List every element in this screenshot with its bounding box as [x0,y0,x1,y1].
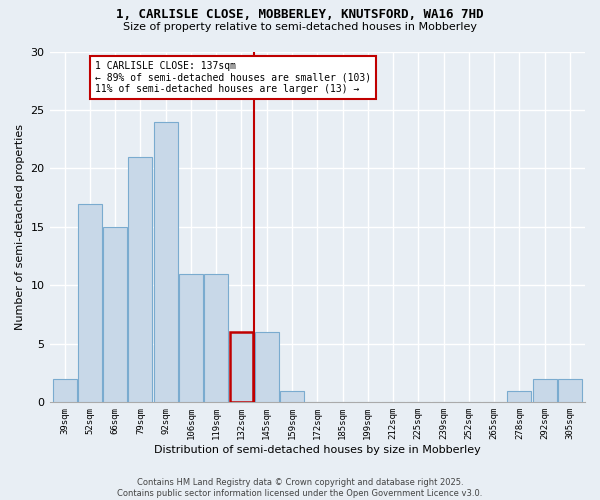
Text: 1, CARLISLE CLOSE, MOBBERLEY, KNUTSFORD, WA16 7HD: 1, CARLISLE CLOSE, MOBBERLEY, KNUTSFORD,… [116,8,484,20]
Bar [128,157,152,402]
Text: 1 CARLISLE CLOSE: 137sqm
← 89% of semi-detached houses are smaller (103)
11% of : 1 CARLISLE CLOSE: 137sqm ← 89% of semi-d… [95,61,371,94]
Bar [230,332,253,402]
Text: Contains HM Land Registry data © Crown copyright and database right 2025.
Contai: Contains HM Land Registry data © Crown c… [118,478,482,498]
Bar [78,204,102,402]
Bar [280,390,304,402]
Y-axis label: Number of semi-detached properties: Number of semi-detached properties [15,124,25,330]
X-axis label: Distribution of semi-detached houses by size in Mobberley: Distribution of semi-detached houses by … [154,445,481,455]
Bar [53,379,77,402]
Text: Size of property relative to semi-detached houses in Mobberley: Size of property relative to semi-detach… [123,22,477,32]
Bar [533,379,557,402]
Bar [558,379,582,402]
Bar [204,274,228,402]
Bar [154,122,178,402]
Bar [255,332,279,402]
Bar [103,227,127,402]
Bar [508,390,532,402]
Bar [179,274,203,402]
